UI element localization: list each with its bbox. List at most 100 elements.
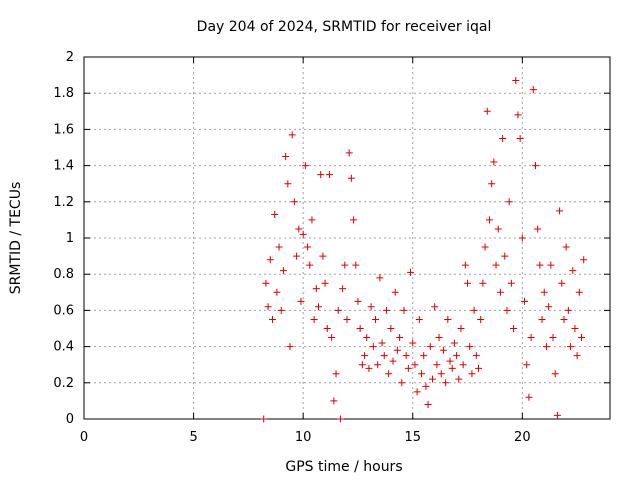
y-tick-label: 1.2 [53,195,74,210]
data-point [409,339,417,347]
data-point [481,243,489,251]
data-point [439,346,447,354]
data-point [468,370,476,378]
data-point [428,375,436,383]
data-point [306,261,314,269]
data-point [407,268,415,276]
data-point [323,325,331,332]
data-point [277,306,285,314]
data-point [334,306,342,314]
data-point [529,86,537,94]
data-point [551,370,559,378]
data-point [433,361,441,369]
data-point [347,174,355,182]
data-point [448,364,456,372]
data-point [363,334,371,342]
data-point [488,180,496,188]
data-point [336,415,344,423]
data-point [564,306,572,314]
data-point [273,288,281,296]
y-tick-label: 0.8 [53,267,74,282]
data-point [424,401,432,409]
data-point [341,261,349,269]
data-point [365,364,373,372]
data-point [558,279,566,287]
data-point [354,297,362,305]
data-point [567,343,575,351]
data-point [293,252,301,260]
data-point [453,352,461,360]
data-point [475,364,482,372]
data-point [343,315,351,323]
data-point [549,334,557,342]
data-point [472,352,480,360]
data-point [308,216,316,224]
y-tick-label: 1.6 [53,122,74,137]
data-point [332,370,340,378]
data-point [505,198,513,206]
data-point [268,315,276,323]
data-point [317,171,325,179]
data-point [266,256,274,264]
data-point [391,288,399,296]
data-point [580,256,588,264]
data-points [260,77,588,423]
data-point [402,352,410,360]
data-point [328,334,336,342]
data-point [538,315,546,323]
data-point [446,357,454,365]
data-point [499,134,507,142]
data-point [431,303,439,311]
data-point [279,267,287,275]
x-tick-label: 20 [514,430,531,445]
data-point [494,225,502,233]
data-point [420,352,428,360]
data-point [573,352,581,360]
data-point [325,171,333,179]
data-point [345,149,353,157]
data-point [299,230,307,238]
data-point [514,111,522,119]
data-point [400,306,408,314]
data-point [534,225,542,233]
data-point [531,162,539,170]
gridlines [84,57,610,419]
data-point [358,361,366,369]
data-point [562,243,570,251]
data-point [560,315,568,323]
data-point [393,346,401,354]
data-point [367,303,375,311]
data-point [553,411,561,419]
data-point [297,297,305,305]
data-point [352,261,360,269]
data-point [295,225,303,233]
data-point [385,370,393,378]
data-point [442,379,450,387]
data-point [470,306,478,314]
x-tick-label: 15 [404,430,421,445]
data-point [312,285,320,293]
data-point [507,279,515,287]
data-point [444,315,452,323]
data-point [518,234,526,242]
data-point [503,306,511,314]
data-point [479,279,487,287]
data-point [262,279,270,287]
data-point [556,207,564,215]
data-point [339,285,347,293]
plot-frame [83,56,611,420]
data-point [422,382,430,390]
data-point [387,325,395,332]
data-point [540,288,548,296]
data-point [264,303,272,311]
data-point [521,297,529,305]
y-tick-label: 0.6 [53,303,74,318]
data-point [374,361,382,369]
data-point [547,261,555,269]
data-point [457,325,465,332]
data-point [464,279,472,287]
y-tick-label: 1.8 [53,86,74,101]
data-point [356,325,364,332]
data-point [536,261,544,269]
data-point [571,325,579,332]
